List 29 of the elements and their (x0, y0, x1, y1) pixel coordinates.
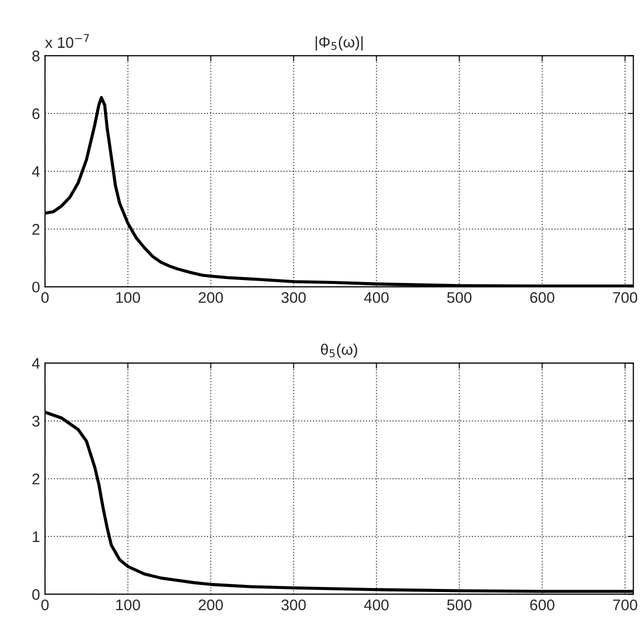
chart-title: θ$_{5}$(ω) (320, 344, 358, 358)
x-tick-label: 0 (41, 600, 49, 610)
x-tick-label: 400 (364, 600, 389, 610)
x-tick-label: 200 (198, 292, 223, 303)
y-tick-label: 8 (32, 50, 40, 62)
y-tick-label: 0 (32, 282, 40, 293)
x-tick-label: 500 (447, 292, 472, 303)
y-tick-label: 0 (32, 589, 40, 600)
y-tick-label: 2 (32, 474, 40, 484)
y-tick-label: 1 (32, 531, 40, 542)
x-tick-label: 700 (613, 292, 638, 303)
x-tick-label: 500 (447, 600, 472, 610)
y-tick-label: 4 (32, 358, 40, 369)
x-tick-label: 700 (613, 600, 638, 610)
x-tick-label: 300 (281, 292, 306, 303)
y-tick-label: 4 (32, 166, 40, 177)
y-tick-label: 6 (32, 108, 40, 120)
x-tick-label: 600 (530, 292, 554, 303)
chart-title: |Φ$_{5}$(ω)| (316, 36, 363, 51)
text: x 10$^{−7}$ (45, 34, 89, 48)
x-tick-label: 200 (198, 600, 223, 610)
y-tick-label: 3 (32, 416, 40, 427)
x-tick-label: 400 (364, 292, 389, 303)
x-tick-label: 100 (116, 292, 140, 303)
x-tick-label: 100 (116, 600, 140, 610)
x-tick-label: 300 (281, 600, 306, 610)
y-tick-label: 2 (32, 224, 40, 235)
x-tick-label: 600 (530, 600, 554, 610)
x-tick-label: 0 (41, 292, 49, 303)
